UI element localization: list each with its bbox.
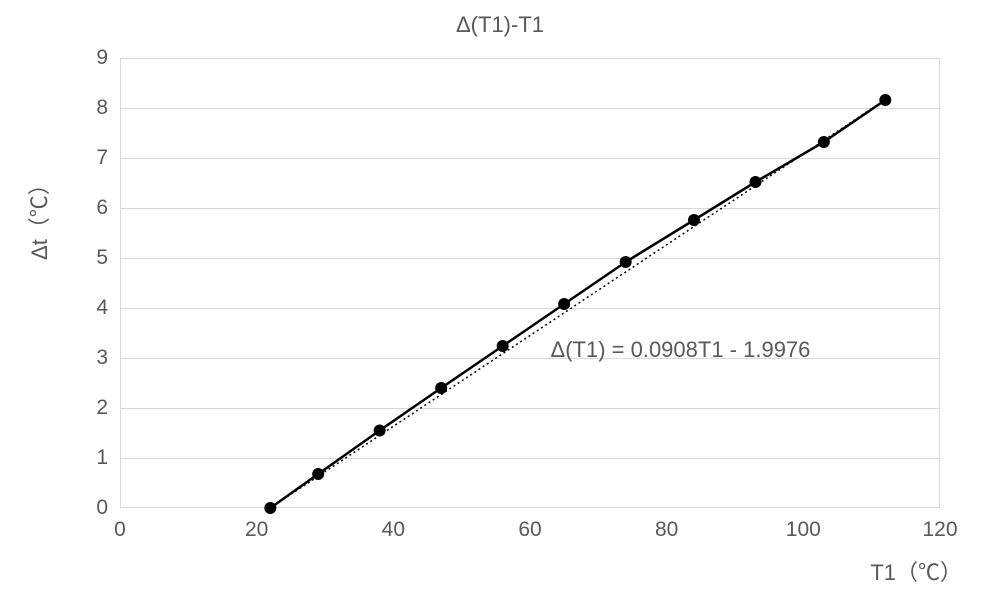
plot-svg bbox=[120, 58, 940, 508]
equation-annotation: Δ(T1) = 0.0908T1 - 1.9976 bbox=[551, 337, 811, 363]
x-axis-label: T1（℃） bbox=[870, 555, 962, 587]
xtick-label: 60 bbox=[518, 508, 541, 542]
xtick-label: 80 bbox=[655, 508, 678, 542]
y-axis-label: Δt（℃） bbox=[22, 173, 54, 260]
ytick-label: 2 bbox=[96, 396, 120, 420]
data-point bbox=[688, 214, 700, 226]
xtick-label: 100 bbox=[786, 508, 821, 542]
ytick-label: 4 bbox=[96, 296, 120, 320]
plot-area: 0123456789020406080100120 Δ(T1) = 0.0908… bbox=[120, 58, 940, 508]
chart-title: Δ(T1)-T1 bbox=[0, 12, 1000, 38]
data-point bbox=[435, 382, 447, 394]
chart-container: Δ(T1)-T1 Δt（℃） T1（℃） 0123456789020406080… bbox=[0, 0, 1000, 605]
data-point bbox=[497, 340, 509, 352]
ytick-label: 6 bbox=[96, 196, 120, 220]
data-point bbox=[750, 176, 762, 188]
ytick-label: 5 bbox=[96, 246, 120, 270]
data-point bbox=[879, 94, 891, 106]
xtick-label: 20 bbox=[245, 508, 268, 542]
data-point bbox=[818, 136, 830, 148]
xtick-label: 120 bbox=[922, 508, 957, 542]
ytick-label: 8 bbox=[96, 96, 120, 120]
xtick-label: 40 bbox=[382, 508, 405, 542]
xtick-label: 0 bbox=[114, 508, 126, 542]
ytick-label: 9 bbox=[96, 46, 120, 70]
ytick-label: 7 bbox=[96, 146, 120, 170]
ytick-label: 1 bbox=[96, 446, 120, 470]
data-point bbox=[312, 468, 324, 480]
data-point bbox=[620, 256, 632, 268]
data-point bbox=[558, 298, 570, 310]
ytick-label: 3 bbox=[96, 346, 120, 370]
